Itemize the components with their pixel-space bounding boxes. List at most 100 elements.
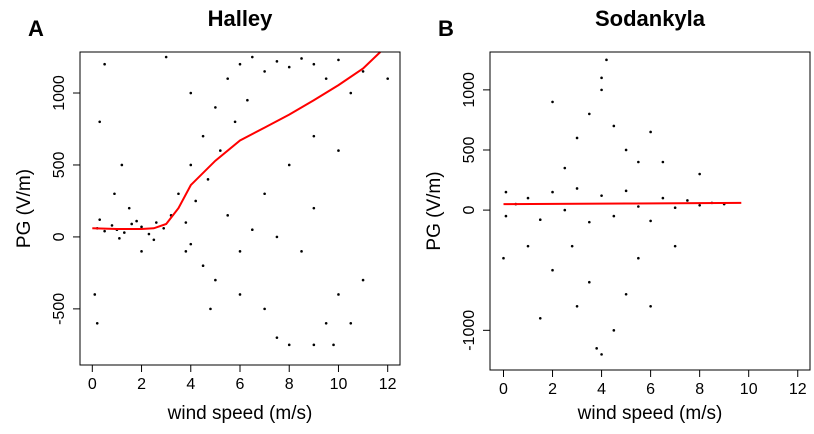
data-point (162, 226, 165, 230)
data-point (551, 268, 554, 272)
panel-label: B (438, 16, 454, 41)
data-point (312, 206, 316, 210)
data-point (140, 225, 143, 229)
data-point (201, 134, 205, 138)
data-point (226, 77, 229, 80)
data-point (698, 203, 701, 207)
y-tick-label: -1000 (461, 310, 478, 351)
data-point (95, 321, 99, 325)
data-point (649, 130, 652, 134)
data-point (595, 347, 598, 350)
data-point (551, 100, 554, 104)
data-point (575, 304, 579, 308)
data-point (575, 136, 579, 140)
data-point (600, 76, 603, 80)
data-point (588, 280, 591, 284)
data-point (337, 293, 340, 296)
x-tick-label: 10 (740, 381, 758, 398)
fit-line (503, 201, 742, 206)
data-point (605, 58, 608, 62)
data-point (563, 166, 567, 170)
data-point (184, 250, 188, 253)
data-point (127, 206, 131, 210)
data-point (93, 293, 97, 296)
chart-title: Halley (208, 6, 274, 31)
x-tick-label: 12 (789, 381, 807, 398)
data-point (118, 237, 121, 240)
data-point (98, 218, 101, 221)
data-point (263, 192, 266, 196)
fit-line (92, 51, 381, 230)
y-tick-label: 0 (51, 232, 68, 241)
data-point (300, 250, 303, 253)
x-axis-label: wind speed (m/s) (167, 403, 313, 424)
data-point (612, 329, 616, 332)
data-point (130, 222, 133, 226)
data-point (312, 343, 316, 347)
data-point (538, 317, 542, 320)
data-point (526, 244, 530, 248)
data-point (251, 228, 254, 232)
data-point (324, 321, 328, 325)
data-point (238, 293, 242, 296)
data-point (103, 229, 106, 233)
data-point (98, 120, 101, 124)
data-point (361, 278, 365, 282)
data-point (152, 238, 156, 242)
data-point (246, 98, 249, 102)
data-point (324, 77, 328, 80)
y-tick-label: 0 (461, 206, 478, 215)
data-point (177, 192, 180, 196)
data-point (135, 219, 138, 223)
y-tick-label: 1000 (51, 75, 68, 111)
x-tick-label: 4 (186, 376, 195, 393)
data-point (332, 343, 335, 347)
data-point (184, 221, 188, 224)
data-point (287, 343, 291, 347)
data-point (110, 224, 114, 227)
data-point (226, 214, 229, 217)
data-point (698, 172, 701, 176)
data-point (238, 250, 242, 253)
data-point (624, 189, 628, 193)
data-point (661, 196, 665, 200)
data-point (649, 219, 652, 223)
data-point (147, 232, 151, 236)
data-point (312, 134, 316, 138)
data-point (214, 106, 217, 109)
y-tick-label: 500 (461, 137, 478, 164)
data-point (588, 112, 591, 116)
data-point (575, 187, 579, 190)
data-point (612, 214, 616, 218)
y-axis-label: PG (V/m) (424, 171, 445, 250)
data-point (661, 160, 665, 164)
data-point (164, 55, 168, 59)
data-point (624, 292, 628, 296)
data-point (502, 256, 505, 260)
x-tick-label: 4 (597, 381, 606, 398)
data-point (189, 91, 193, 95)
data-point (113, 192, 116, 196)
data-point (103, 62, 106, 66)
data-point (287, 65, 291, 69)
x-tick-label: 10 (330, 376, 348, 393)
y-tick-label: -500 (51, 293, 68, 325)
data-point (209, 307, 212, 311)
data-point (189, 163, 193, 167)
data-point (570, 244, 574, 248)
data-point (312, 62, 316, 66)
chart-title: Sodankyla (595, 6, 706, 31)
data-point (263, 307, 266, 311)
y-axis-label: PG (V/m) (14, 169, 35, 248)
data-point (251, 55, 254, 59)
data-point (275, 235, 279, 239)
plot-frame (489, 51, 811, 371)
data-point (214, 278, 217, 282)
data-point (612, 124, 616, 128)
data-point (337, 58, 340, 62)
x-tick-label: 6 (646, 381, 655, 398)
data-point (526, 196, 530, 200)
data-point (201, 264, 205, 268)
data-point (504, 214, 508, 218)
